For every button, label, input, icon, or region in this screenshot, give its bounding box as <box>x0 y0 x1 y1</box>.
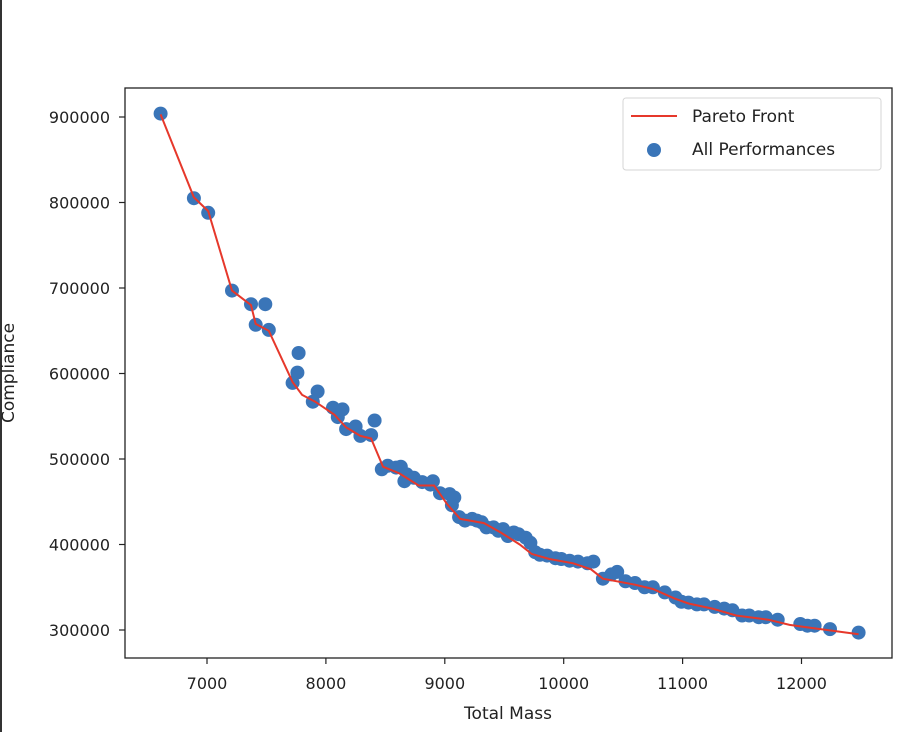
data-point <box>807 618 822 633</box>
axes-frame <box>124 87 893 659</box>
plot-area <box>153 106 866 640</box>
x-tick-label: 8000 <box>306 674 347 693</box>
data-point <box>851 625 866 640</box>
data-point <box>153 106 168 121</box>
y-tick-label: 800000 <box>49 194 110 213</box>
y-axis-label: Compliance <box>0 323 19 423</box>
data-point <box>770 612 785 627</box>
data-point <box>290 365 305 380</box>
data-point <box>586 554 601 569</box>
y-tick-label: 900000 <box>49 108 110 127</box>
x-axis-label: Total Mass <box>463 704 552 724</box>
data-point <box>335 402 350 417</box>
x-tick-label: 12000 <box>776 674 827 693</box>
legend-label-all: All Performances <box>692 140 835 160</box>
data-point <box>610 564 625 579</box>
legend-marker-icon <box>647 143 661 157</box>
y-tick-label: 600000 <box>49 365 110 384</box>
x-tick-label: 11000 <box>657 674 708 693</box>
legend: Pareto Front All Performances <box>622 97 882 171</box>
pareto-front-line <box>159 114 859 636</box>
data-point <box>823 622 837 637</box>
x-tick-label: 9000 <box>424 674 465 693</box>
y-tick-label: 500000 <box>49 450 110 469</box>
x-tick-label: 7000 <box>187 674 228 693</box>
y-tick-label: 700000 <box>49 279 110 298</box>
data-point <box>291 346 306 360</box>
data-point <box>258 297 273 312</box>
data-point <box>758 610 773 625</box>
y-tick-label: 300000 <box>49 621 110 640</box>
legend-label-pareto: Pareto Front <box>692 107 795 127</box>
legend-box <box>622 97 882 171</box>
y-axis: 300000 400000 500000 600000 700000 800000 9000… <box>49 108 125 640</box>
window-border <box>0 0 2 732</box>
y-tick-label: 400000 <box>49 536 110 555</box>
data-point <box>444 498 459 513</box>
x-axis: 7000 8000 9000 10000 11000 12000 <box>187 658 827 693</box>
data-point <box>310 384 325 399</box>
data-point <box>367 413 382 428</box>
x-tick-label: 10000 <box>538 674 589 693</box>
